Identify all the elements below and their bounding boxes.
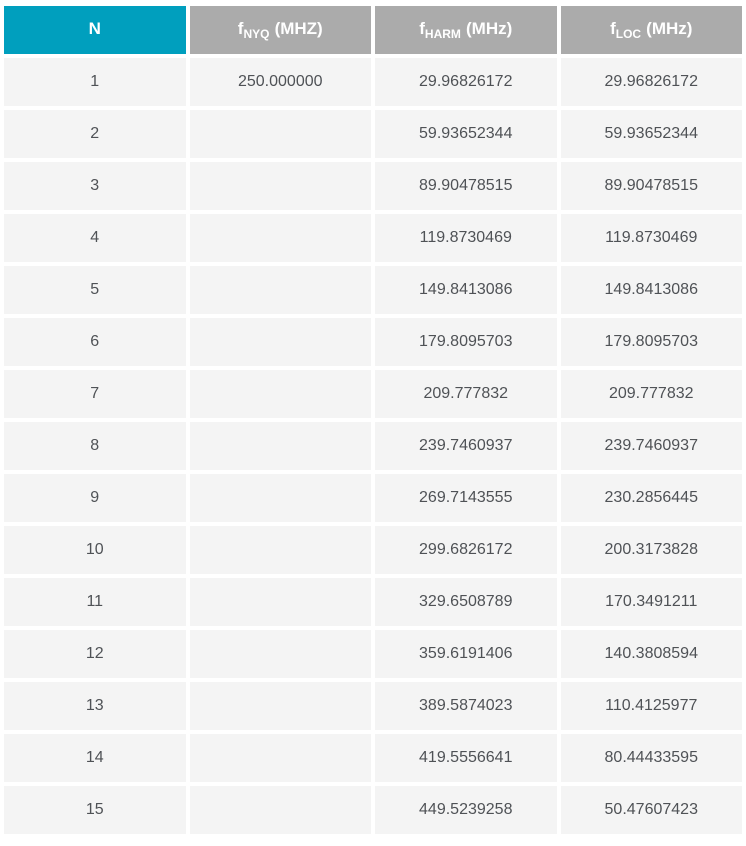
- cell-n: 8: [4, 422, 186, 470]
- cell-floc: 140.3808594: [560, 630, 742, 678]
- cell-floc: 239.7460937: [560, 422, 742, 470]
- cell-n: 2: [4, 110, 186, 158]
- table-row: 3 89.90478515 89.90478515: [4, 162, 742, 210]
- table-row: 6 179.8095703 179.8095703: [4, 318, 742, 366]
- cell-n: 12: [4, 630, 186, 678]
- table-row: 1 250.000000 29.96826172 29.96826172: [4, 58, 742, 106]
- table-row: 15 449.5239258 50.47607423: [4, 786, 742, 834]
- cell-fnyq: [189, 318, 371, 366]
- cell-floc: 80.44433595: [560, 734, 742, 782]
- cell-fharm: 299.6826172: [375, 526, 557, 574]
- table-row: 10 299.6826172 200.3173828: [4, 526, 742, 574]
- cell-fharm: 239.7460937: [375, 422, 557, 470]
- cell-n: 9: [4, 474, 186, 522]
- cell-fharm: 329.6508789: [375, 578, 557, 626]
- cell-n: 4: [4, 214, 186, 262]
- table-row: 2 59.93652344 59.93652344: [4, 110, 742, 158]
- cell-fnyq: 250.000000: [189, 58, 371, 106]
- table-row: 14 419.5556641 80.44433595: [4, 734, 742, 782]
- cell-floc: 149.8413086: [560, 266, 742, 314]
- table-row: 12 359.6191406 140.3808594: [4, 630, 742, 678]
- cell-fharm: 29.96826172: [375, 58, 557, 106]
- cell-n: 13: [4, 682, 186, 730]
- header-fnyq-subscript: NYQ: [243, 27, 270, 41]
- cell-fnyq: [189, 526, 371, 574]
- cell-floc: 89.90478515: [560, 162, 742, 210]
- cell-n: 7: [4, 370, 186, 418]
- cell-fnyq: [189, 266, 371, 314]
- cell-fnyq: [189, 162, 371, 210]
- table-row: 8 239.7460937 239.7460937: [4, 422, 742, 470]
- cell-floc: 200.3173828: [560, 526, 742, 574]
- cell-n: 3: [4, 162, 186, 210]
- cell-floc: 119.8730469: [560, 214, 742, 262]
- cell-fharm: 419.5556641: [375, 734, 557, 782]
- header-floc-unit: (MHz): [646, 19, 693, 38]
- cell-n: 1: [4, 58, 186, 106]
- cell-fharm: 59.93652344: [375, 110, 557, 158]
- table-row: 7 209.777832 209.777832: [4, 370, 742, 418]
- table-row: 9 269.7143555 230.2856445: [4, 474, 742, 522]
- cell-fnyq: [189, 734, 371, 782]
- cell-fnyq: [189, 110, 371, 158]
- header-floc-label: f: [610, 19, 616, 38]
- header-fharm-unit: (MHz): [466, 19, 513, 38]
- cell-floc: 110.4125977: [560, 682, 742, 730]
- table-header: N fNYQ (MHZ) fHARM (MHz) fLOC (MHz): [4, 6, 742, 54]
- cell-floc: 59.93652344: [560, 110, 742, 158]
- table-body: 1 250.000000 29.96826172 29.96826172 2 59.936…: [4, 58, 742, 834]
- cell-floc: 209.777832: [560, 370, 742, 418]
- header-fharm-label: f: [419, 19, 425, 38]
- cell-n: 10: [4, 526, 186, 574]
- cell-floc: 170.3491211: [560, 578, 742, 626]
- header-fharm-subscript: HARM: [424, 27, 461, 41]
- table-row: 13 389.5874023 110.4125977: [4, 682, 742, 730]
- column-header-floc: fLOC (MHz): [560, 6, 742, 54]
- cell-fharm: 449.5239258: [375, 786, 557, 834]
- cell-fnyq: [189, 370, 371, 418]
- cell-n: 6: [4, 318, 186, 366]
- header-floc-subscript: LOC: [615, 27, 642, 41]
- cell-n: 14: [4, 734, 186, 782]
- cell-fnyq: [189, 786, 371, 834]
- cell-fharm: 389.5874023: [375, 682, 557, 730]
- cell-fnyq: [189, 630, 371, 678]
- cell-fharm: 89.90478515: [375, 162, 557, 210]
- cell-fnyq: [189, 578, 371, 626]
- header-row: N fNYQ (MHZ) fHARM (MHz) fLOC (MHz): [4, 6, 742, 54]
- cell-floc: 230.2856445: [560, 474, 742, 522]
- table-row: 11 329.6508789 170.3491211: [4, 578, 742, 626]
- table-row: 5 149.8413086 149.8413086: [4, 266, 742, 314]
- cell-fnyq: [189, 422, 371, 470]
- cell-fnyq: [189, 474, 371, 522]
- cell-n: 15: [4, 786, 186, 834]
- column-header-n: N: [4, 6, 186, 54]
- header-fnyq-unit: (MHZ): [274, 19, 323, 38]
- column-header-fnyq: fNYQ (MHZ): [189, 6, 371, 54]
- column-header-fharm: fHARM (MHz): [375, 6, 557, 54]
- cell-fharm: 149.8413086: [375, 266, 557, 314]
- cell-fnyq: [189, 682, 371, 730]
- cell-n: 11: [4, 578, 186, 626]
- cell-floc: 179.8095703: [560, 318, 742, 366]
- header-fnyq-label: f: [237, 19, 244, 38]
- cell-fnyq: [189, 214, 371, 262]
- cell-fharm: 209.777832: [375, 370, 557, 418]
- cell-fharm: 119.8730469: [375, 214, 557, 262]
- cell-n: 5: [4, 266, 186, 314]
- cell-fharm: 359.6191406: [375, 630, 557, 678]
- cell-floc: 29.96826172: [560, 58, 742, 106]
- header-n-label: N: [88, 19, 101, 38]
- cell-floc: 50.47607423: [560, 786, 742, 834]
- cell-fharm: 179.8095703: [375, 318, 557, 366]
- cell-fharm: 269.7143555: [375, 474, 557, 522]
- table-row: 4 119.8730469 119.8730469: [4, 214, 742, 262]
